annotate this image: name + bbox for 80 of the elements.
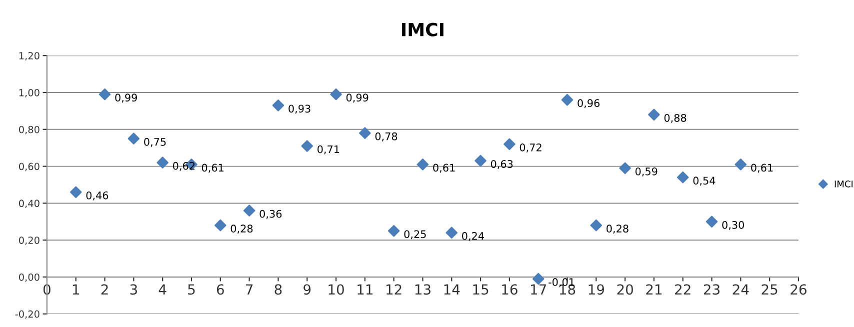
- point: [734, 158, 747, 170]
- point: [561, 94, 574, 106]
- data-label: 0,59: [635, 167, 658, 176]
- y-tick-label: 0,80: [19, 126, 40, 134]
- data-label: 0,78: [375, 132, 398, 142]
- point: [214, 219, 226, 232]
- x-tick-label: 23: [704, 284, 720, 295]
- data-label: 0,72: [520, 143, 542, 152]
- y-tick-label: 0,40: [19, 200, 40, 208]
- data-label: 0,28: [230, 224, 253, 234]
- point: [648, 108, 660, 121]
- y-tick-label: 1,00: [19, 88, 40, 98]
- data-label: 0,96: [578, 99, 600, 108]
- data-label: 0,54: [693, 176, 716, 186]
- x-tick-label: 15: [473, 284, 488, 295]
- x-tick-label: 25: [762, 284, 778, 295]
- data-label: 0,93: [288, 104, 310, 114]
- y-tick-label: -0,20: [15, 310, 40, 319]
- x-tick-label: 14: [444, 284, 460, 295]
- x-tick-label: 13: [415, 284, 430, 295]
- point: [272, 100, 284, 112]
- x-tick-label: 6: [216, 284, 224, 295]
- x-tick-label: 4: [158, 284, 166, 295]
- x-tick-label: 2: [101, 284, 108, 295]
- point: [98, 88, 111, 100]
- point: [619, 162, 631, 174]
- x-tick-label: 20: [617, 284, 633, 295]
- point: [474, 154, 486, 167]
- data-label: 0,61: [202, 164, 224, 173]
- y-tick-label: 0,60: [19, 162, 40, 172]
- y-tick-label: 1,20: [19, 52, 40, 60]
- x-tick-label: 8: [274, 284, 282, 295]
- x-tick-label: 7: [246, 284, 253, 295]
- point: [156, 156, 168, 169]
- point: [70, 186, 82, 198]
- x-tick-label: 12: [386, 284, 402, 295]
- x-tick-label: 11: [358, 284, 372, 295]
- data-label: 0,99: [115, 94, 137, 103]
- x-tick-label: 5: [188, 284, 195, 295]
- data-label: 0,63: [490, 160, 513, 170]
- x-tick-label: 3: [130, 284, 137, 295]
- x-tick-label: 26: [790, 284, 806, 295]
- data-label: 0,30: [722, 220, 744, 230]
- x-tick-label: 24: [732, 284, 749, 295]
- point: [446, 226, 458, 239]
- x-tick-label: 9: [304, 284, 311, 295]
- data-label: 0,75: [144, 138, 166, 147]
- point: [504, 138, 516, 150]
- point: [330, 88, 342, 100]
- data-label: 0,61: [751, 164, 773, 173]
- legend-label: IMCI: [834, 180, 853, 188]
- data-label: 0,25: [404, 230, 426, 240]
- x-tick-label: 22: [675, 284, 690, 295]
- point: [388, 224, 400, 237]
- point: [532, 272, 544, 285]
- y-tick-label: 0,20: [19, 236, 40, 245]
- data-label: 0,36: [260, 210, 282, 219]
- x-tick-label: 19: [588, 284, 604, 295]
- data-label: 0,24: [462, 232, 484, 241]
- x-tick-label: 17: [531, 284, 546, 295]
- x-tick-label: 21: [646, 284, 662, 295]
- point: [676, 171, 689, 184]
- y-tick-label: 0,00: [19, 273, 40, 282]
- data-label: 0,61: [433, 164, 455, 173]
- data-label: 0,71: [318, 145, 340, 154]
- point: [301, 140, 314, 152]
- point: [359, 127, 371, 139]
- data-label: 0,46: [86, 191, 108, 200]
- point: [706, 216, 718, 228]
- data-label: 0,88: [664, 114, 686, 123]
- point: [128, 132, 140, 145]
- x-tick-label: 16: [502, 284, 518, 295]
- chart-title: IMCI: [402, 22, 444, 36]
- point: [416, 158, 429, 170]
- point: [243, 204, 256, 216]
- point: [590, 219, 602, 232]
- data-label: 0,99: [346, 94, 368, 103]
- data-label: 0,28: [606, 224, 628, 234]
- x-tick-label: 1: [72, 284, 80, 295]
- x-tick-label: 10: [328, 284, 344, 295]
